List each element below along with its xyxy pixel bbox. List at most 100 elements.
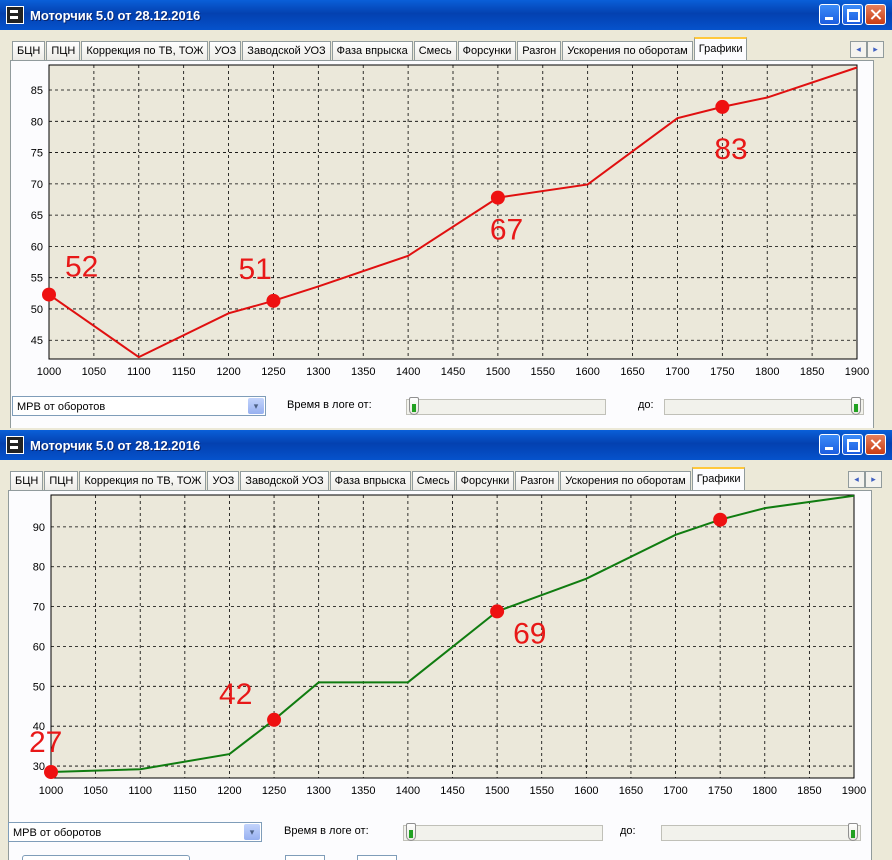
graph-type-select[interactable]: МРВ от оборотов ▾ [12,396,266,416]
tab-rpm-acceleration[interactable]: Ускорения по оборотам [560,471,691,490]
data-point-marker [713,512,728,527]
x-tick-label: 1550 [531,366,555,378]
data-point-marker [267,712,282,727]
y-tick-label: 50 [31,304,43,316]
maximize-icon[interactable] [842,4,863,25]
x-tick-label: 1400 [396,366,420,378]
tab-mixture[interactable]: Смесь [411,471,455,490]
tab-panel: 1000 1050 1100 1150 1200 1250 1300 1350 1400 1450… [10,60,874,428]
x-tick-label: 1600 [574,785,598,797]
maximize-icon[interactable] [842,434,863,455]
tab-bcn[interactable]: БЦН [10,471,44,490]
tab-pcn[interactable]: ПЦН [44,471,79,490]
app-window-top: Моторчик 5.0 от 28.12.2016 БЦН ПЦН Корре… [0,0,892,428]
data-point-marker [42,287,56,302]
y-tick-label: 80 [31,116,43,128]
bottom-button[interactable] [22,855,190,860]
log-from-label: Время в логе от: [284,825,369,837]
log-to-slider[interactable] [664,397,864,415]
x-tick-label: 1200 [217,785,241,797]
y-tick-label: 60 [31,241,43,253]
data-label: 69 [513,617,546,650]
x-tick-label: 1350 [351,785,375,797]
y-tick-label: 70 [33,602,45,614]
x-tick-label: 1550 [529,785,553,797]
log-from-slider[interactable] [406,397,606,415]
graph-type-value: МРВ от оборотов [13,827,102,839]
x-tick-label: 1600 [575,366,599,378]
tab-injection-phase[interactable]: Фаза впрыска [331,41,413,60]
x-tick-label: 1450 [440,785,464,797]
data-point-marker [490,604,505,619]
tab-acceleration[interactable]: Разгон [517,41,562,60]
scroll-left-icon[interactable]: ◂ [848,471,865,488]
y-tick-label: 70 [31,179,43,191]
x-tick-label: 1000 [39,785,63,797]
title-bar[interactable]: Моторчик 5.0 от 28.12.2016 [0,430,892,460]
x-tick-label: 1850 [797,785,821,797]
slider-thumb[interactable] [409,397,419,415]
tab-factory-uoz[interactable]: Заводской УОЗ [240,471,329,490]
tab-correction[interactable]: Коррекция по ТВ, ТОЖ [81,41,209,60]
tab-graphs[interactable]: Графики [691,467,746,490]
chart: 1000 1050 1100 1150 1200 1250 1300 1350 1400 1450… [31,64,869,378]
log-to-slider[interactable] [661,823,861,841]
slider-thumb[interactable] [851,397,861,415]
y-tick-label: 90 [33,522,45,534]
tab-acceleration[interactable]: Разгон [515,471,560,490]
tab-factory-uoz[interactable]: Заводской УОЗ [242,41,331,60]
scroll-left-icon[interactable]: ◂ [850,41,867,58]
minimize-icon[interactable] [819,434,840,455]
data-label: 67 [490,214,523,247]
close-icon[interactable] [865,4,886,25]
minimize-icon[interactable] [819,4,840,25]
scroll-right-icon[interactable]: ▸ [865,471,882,488]
app-icon [6,6,24,24]
data-label: 51 [238,253,271,286]
y-tick-label: 65 [31,210,43,222]
x-tick-label: 1300 [306,366,330,378]
bottom-field[interactable] [357,855,397,860]
log-from-slider[interactable] [403,823,603,841]
tab-strip: БЦН ПЦН Коррекция по ТВ, ТОЖ УОЗ Заводск… [12,37,748,60]
x-tick-label: 1200 [216,366,240,378]
tab-correction[interactable]: Коррекция по ТВ, ТОЖ [79,471,207,490]
title-bar[interactable]: Моторчик 5.0 от 28.12.2016 [0,0,892,30]
tab-injection-phase[interactable]: Фаза впрыска [329,471,411,490]
scroll-right-icon[interactable]: ▸ [867,41,884,58]
data-label: 83 [714,133,747,166]
log-to-label: до: [638,399,654,411]
y-tick-label: 80 [33,562,45,574]
tab-uoz[interactable]: УОЗ [209,41,242,60]
graph-type-value: МРВ от оборотов [17,401,106,413]
tab-graphs[interactable]: Графики [693,37,748,60]
app-icon [6,436,24,454]
data-point-marker [490,190,505,205]
slider-thumb[interactable] [848,823,858,841]
bottom-field[interactable] [285,855,325,860]
dropdown-icon[interactable]: ▾ [248,398,264,414]
x-tick-label: 1050 [83,785,107,797]
x-tick-label: 1500 [486,366,510,378]
dropdown-icon[interactable]: ▾ [244,824,260,840]
tab-panel: 1000 1050 1100 1150 1200 1250 1300 1350 1400 1450… [8,490,872,860]
data-label: 42 [219,678,252,711]
tab-injectors[interactable]: Форсунки [457,41,517,60]
x-tick-label: 1700 [663,785,687,797]
series-line [50,494,855,774]
x-tick-label: 1300 [306,785,330,797]
tab-rpm-acceleration[interactable]: Ускорения по оборотам [562,41,693,60]
app-window-bottom: Моторчик 5.0 от 28.12.2016 БЦН ПЦН Корре… [0,430,892,860]
tab-bcn[interactable]: БЦН [12,41,46,60]
y-tick-label: 60 [33,641,45,653]
tab-mixture[interactable]: Смесь [413,41,457,60]
tab-injectors[interactable]: Форсунки [455,471,515,490]
graph-type-select[interactable]: МРВ от оборотов ▾ [8,822,262,842]
tab-uoz[interactable]: УОЗ [207,471,240,490]
slider-thumb[interactable] [406,823,416,841]
tab-pcn[interactable]: ПЦН [46,41,81,60]
y-tick-label: 50 [33,681,45,693]
x-tick-label: 1900 [842,785,866,797]
y-tick-label: 75 [31,148,43,160]
close-icon[interactable] [865,434,886,455]
